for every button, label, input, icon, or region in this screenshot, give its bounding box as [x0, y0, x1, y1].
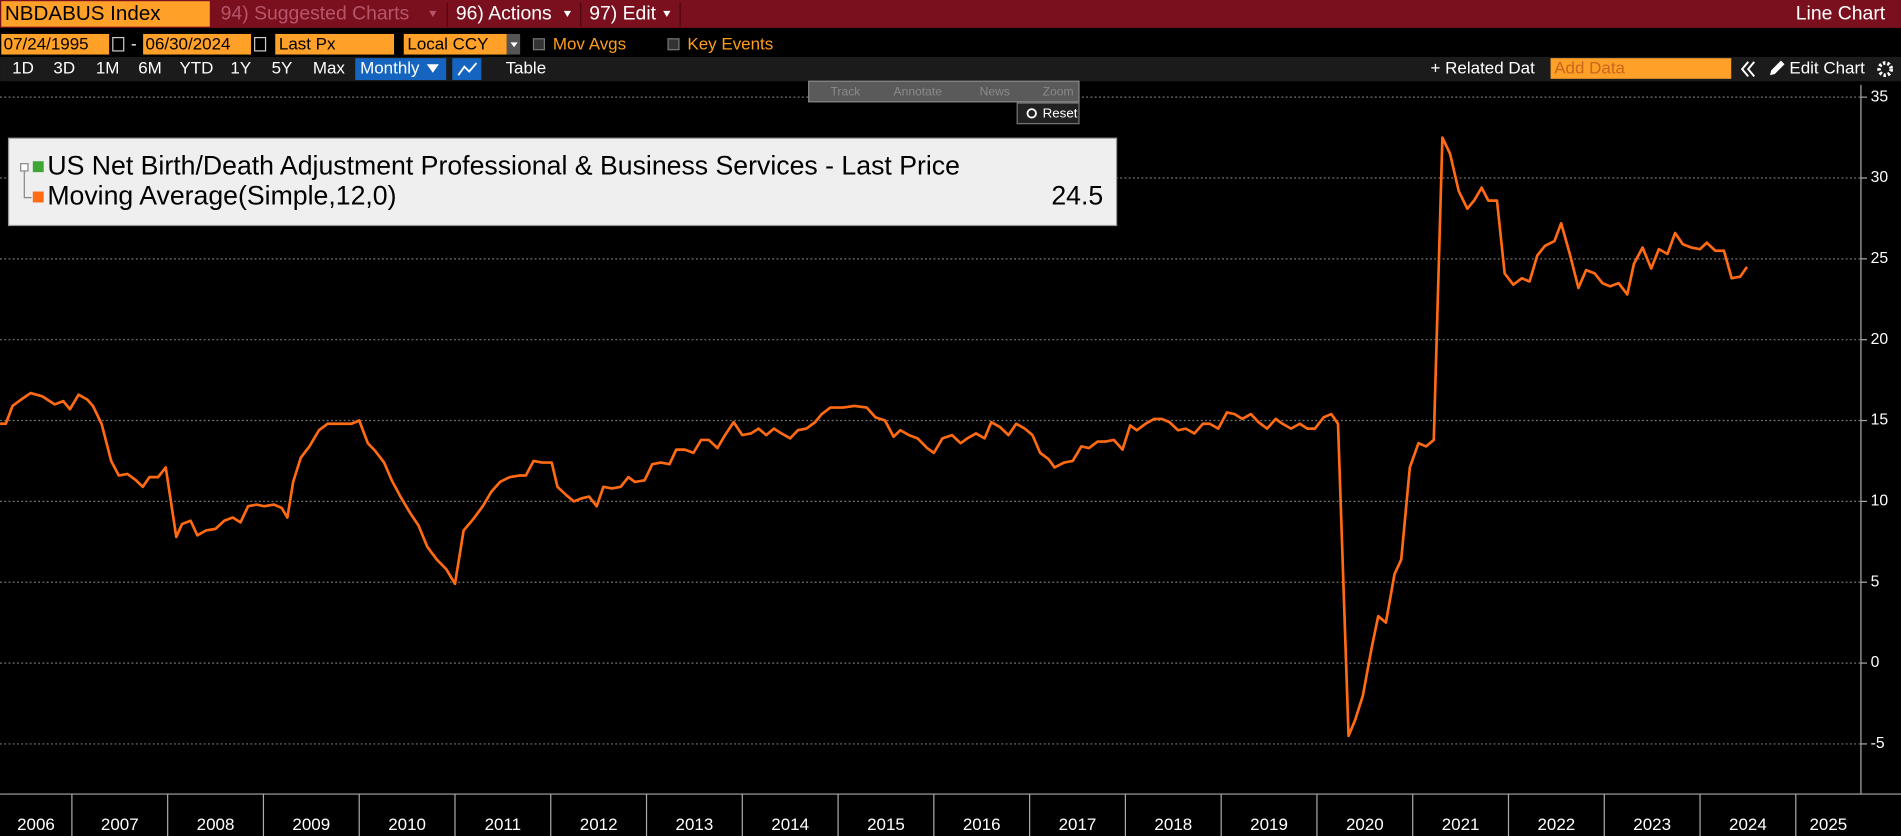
currency-select[interactable]	[403, 33, 507, 55]
period-button[interactable]: 3D	[53, 59, 75, 78]
x-tick-label: 2010	[388, 815, 426, 834]
ticker[interactable]: NBDABUS Index	[5, 2, 161, 25]
checkbox[interactable]	[667, 38, 680, 51]
x-tick-label: 2023	[1633, 815, 1671, 834]
tool-button[interactable]: Track	[830, 84, 861, 98]
legend-entry: Moving Average(Simple,12,0)	[47, 181, 396, 211]
period-button[interactable]: 5Y	[272, 59, 293, 78]
period-button[interactable]: Max	[313, 59, 346, 78]
collapse-icon[interactable]	[1740, 61, 1749, 77]
date-sep: -	[131, 34, 137, 53]
tool-bar	[808, 80, 1080, 103]
menu-arrow	[429, 10, 437, 17]
x-tick-label: 2019	[1250, 815, 1288, 834]
calendar-icon[interactable]	[112, 36, 125, 52]
tool-button[interactable]: News	[980, 84, 1010, 98]
legend-tree	[23, 167, 32, 199]
period-button[interactable]: 1M	[96, 59, 120, 78]
field[interactable]: Last Px	[279, 34, 336, 53]
reset-icon	[1026, 108, 1037, 119]
data-line	[0, 136, 1749, 738]
x-tick-label: 2013	[676, 815, 714, 834]
x-tick-label: 2011	[485, 815, 522, 834]
menu-arrow	[563, 10, 572, 17]
related-button[interactable]: + Related Dat	[1431, 59, 1536, 78]
add-data-field[interactable]	[1550, 58, 1732, 79]
y-tick-label: 10	[1871, 493, 1889, 510]
legend-toggle[interactable]	[20, 163, 29, 172]
frequency-arrow	[426, 64, 439, 73]
x-tick-label: 2007	[101, 815, 139, 834]
start-date[interactable]: 07/24/1995	[4, 34, 89, 53]
menu[interactable]: 96) Actions	[456, 3, 552, 25]
x-tick-label: 2025	[1809, 815, 1847, 834]
menu-arrow	[663, 10, 671, 17]
frequency-select[interactable]	[355, 58, 447, 81]
x-tick-label: 2008	[197, 815, 235, 834]
title-bar	[0, 0, 1901, 28]
pencil-icon	[1770, 60, 1785, 76]
collapse-icon[interactable]	[1746, 61, 1755, 77]
x-tick-label: 2024	[1729, 815, 1767, 834]
x-tick-label: 2018	[1154, 815, 1192, 834]
reset[interactable]: Reset	[1043, 105, 1078, 120]
option[interactable]: Key Events	[687, 34, 773, 53]
tool-group: Track Annotate News Zoom	[830, 84, 1073, 98]
x-tick-label: 2021	[1442, 815, 1480, 834]
reset-button[interactable]	[1016, 102, 1080, 125]
edit-chart[interactable]: Edit Chart	[1789, 59, 1865, 78]
y-tick-label: 5	[1871, 573, 1880, 590]
frequency[interactable]: Monthly	[360, 59, 420, 78]
calendar-icon[interactable]	[254, 36, 267, 52]
add-data[interactable]: Add Data	[1554, 59, 1625, 78]
period-button[interactable]: 6M	[138, 59, 162, 78]
table-button[interactable]: Table	[506, 59, 547, 78]
field-select[interactable]	[275, 33, 395, 55]
x-tick-label: 2016	[963, 815, 1001, 834]
x-tick-label: 2009	[292, 815, 330, 834]
end-date[interactable]: 06/30/2024	[146, 34, 231, 53]
view-label: Line Chart	[1796, 3, 1886, 25]
y-tick-label: -5	[1871, 735, 1885, 752]
x-tick-label: 2012	[580, 815, 618, 834]
gear-icon[interactable]	[1877, 61, 1894, 77]
y-tick-label: 30	[1871, 169, 1889, 186]
chart-icon-glyph	[457, 62, 478, 76]
menu[interactable]: 97) Edit	[589, 3, 656, 25]
tool-button[interactable]: Annotate	[894, 84, 943, 98]
tool-button[interactable]: Zoom	[1043, 84, 1074, 98]
x-tick-label: 2022	[1538, 815, 1576, 834]
y-tick-label: 20	[1871, 331, 1889, 348]
period-group: 1D 3D 1M 6M YTD 1Y 5Y Max	[12, 59, 345, 78]
x-tick-label: 2017	[1059, 815, 1097, 834]
y-tick-label: 0	[1871, 654, 1880, 671]
period-button[interactable]: 1D	[12, 59, 34, 78]
last-value: 24.5	[1051, 181, 1103, 211]
dropdown-arrow	[510, 42, 518, 48]
legend-title: US Net Birth/Death Adjustment Profession…	[47, 150, 960, 180]
currency[interactable]: Local CCY	[407, 34, 488, 53]
menu[interactable]: 94) Suggested Charts	[221, 3, 409, 25]
period-button[interactable]: YTD	[179, 59, 213, 78]
checkbox[interactable]	[532, 38, 545, 51]
period-button[interactable]: 1Y	[230, 59, 251, 78]
date-field[interactable]	[1, 33, 110, 55]
date-field[interactable]	[143, 33, 252, 55]
legend-swatch	[32, 191, 44, 203]
option[interactable]: Mov Avgs	[553, 34, 626, 53]
x-tick-label: 2006	[17, 815, 55, 834]
x-tick-label: 2020	[1346, 815, 1384, 834]
x-tick-label: 2015	[867, 815, 905, 834]
legend	[7, 137, 1118, 227]
ticker-field[interactable]	[1, 1, 210, 27]
y-tick-label: 25	[1871, 250, 1889, 267]
legend-swatch	[32, 161, 44, 173]
y-tick-label: 35	[1871, 88, 1889, 105]
x-tick-label: 2014	[771, 815, 809, 834]
y-tick-label: 15	[1871, 412, 1889, 429]
